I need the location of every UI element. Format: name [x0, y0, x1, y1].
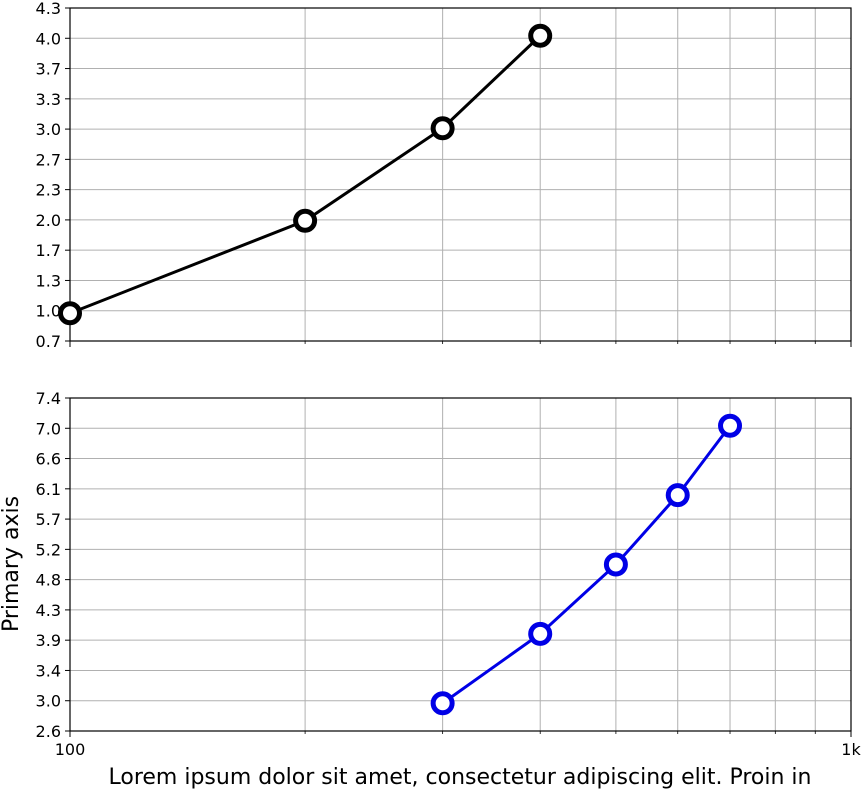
- y-tick-label: 4.3: [36, 0, 61, 18]
- y-tick-label: 4.3: [36, 601, 61, 620]
- y-tick-label: 2.0: [36, 211, 61, 230]
- data-point: [293, 208, 318, 233]
- y-tick-label: 4.8: [36, 571, 61, 590]
- plot-frame: [69, 7, 852, 342]
- y-tick-label: 6.6: [36, 450, 61, 469]
- y-tick-label: 7.4: [36, 389, 61, 408]
- y-tick-label: 3.4: [36, 661, 61, 680]
- y-tick-label: 6.1: [36, 480, 61, 499]
- y-tick-label: 3.7: [36, 60, 61, 79]
- y-tick-label: 1.3: [36, 271, 61, 290]
- y-tick-label: 5.2: [36, 540, 61, 559]
- y-tick-label: 0.7: [36, 332, 61, 351]
- y-tick-label: 1.0: [36, 302, 61, 321]
- x-tick-label: 100: [55, 740, 86, 759]
- y-tick-label: 4.0: [36, 29, 61, 48]
- bottom-panel: 2.6 3.0 3.4 3.9 4.3 4.8 5.2 5.7 6.1 6.6 7.0 7.4 100 1…: [36, 389, 862, 759]
- data-point: [58, 301, 82, 326]
- data-point: [430, 116, 455, 141]
- plot-frame: [69, 397, 852, 732]
- data-point: [430, 691, 455, 716]
- y-tick-label: 3.3: [36, 90, 61, 109]
- y-tick-label: 5.7: [36, 510, 61, 529]
- data-point: [603, 552, 628, 577]
- series-line: [441, 424, 732, 705]
- y-tick-label: 3.9: [36, 631, 61, 650]
- y-axis-label: Primary axis: [0, 496, 24, 632]
- y-tick-label: 7.0: [36, 419, 61, 438]
- top-panel: 0.7 1.0 1.3 1.7 2.0 2.3 2.7 3.0 3.3 3.7 4.0 4.3: [36, 0, 852, 351]
- x-tick-label: 1k: [841, 740, 861, 759]
- data-point: [528, 23, 553, 48]
- y-tick-label: 1.7: [36, 241, 61, 260]
- y-tick-label: 2.3: [36, 181, 61, 200]
- series-line: [69, 34, 542, 315]
- data-point: [718, 413, 743, 438]
- data-point: [665, 483, 690, 508]
- y-tick-label: 3.0: [36, 692, 61, 711]
- y-tick-label: 2.6: [36, 722, 61, 741]
- data-point: [528, 621, 553, 646]
- x-axis-label: Lorem ipsum dolor sit amet, consectetur …: [109, 765, 812, 789]
- y-tick-label: 3.0: [36, 120, 61, 139]
- y-tick-label: 2.7: [36, 150, 61, 169]
